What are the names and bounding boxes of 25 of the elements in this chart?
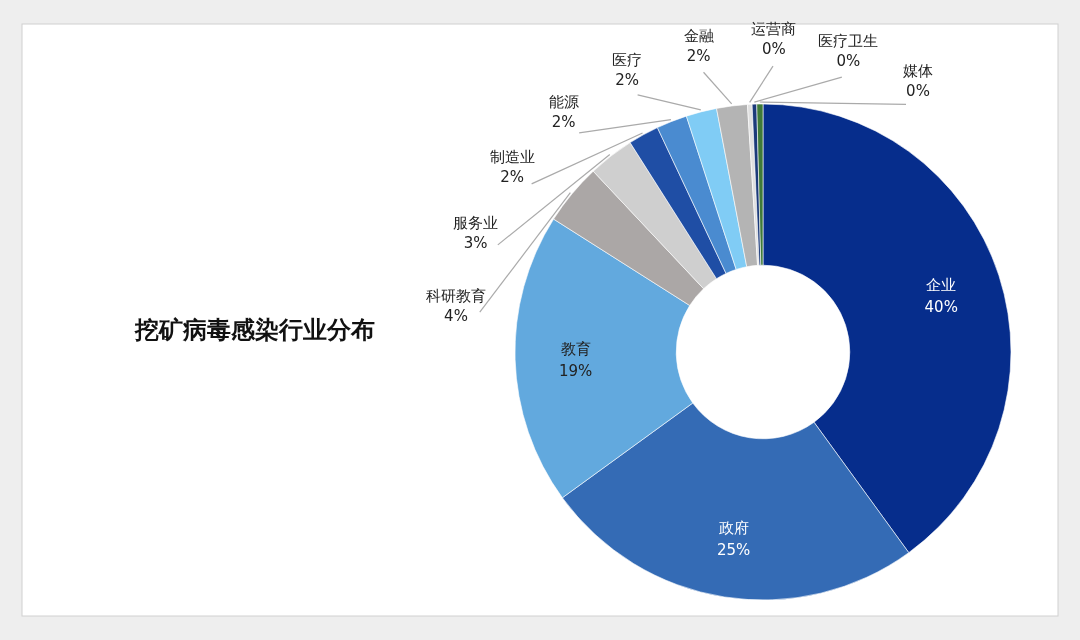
slice-label: 医疗 — [612, 51, 643, 70]
slice-label: 政府 — [718, 519, 749, 538]
slice-label: 媒体 — [903, 61, 933, 80]
data-label: 3% — [463, 233, 488, 252]
slice-label: 服务业 — [453, 213, 499, 232]
slice-label: 企业 — [926, 276, 957, 295]
slice-label: 科研教育 — [426, 286, 487, 305]
data-label: 0% — [906, 81, 930, 100]
data-label: 2% — [615, 71, 639, 90]
data-label: 2% — [500, 167, 525, 186]
slice-label: 制造业 — [489, 147, 535, 166]
data-label: 25% — [717, 541, 751, 560]
slice-label: 运营商 — [751, 20, 797, 39]
slice-label: 金融 — [683, 26, 714, 45]
title: 挖矿病毒感染行业分布 — [135, 316, 375, 344]
data-label: 0% — [761, 40, 786, 59]
data-label: 40% — [924, 298, 958, 317]
slice-label: 教育 — [560, 339, 591, 358]
data-label: 2% — [686, 46, 711, 65]
data-label: 2% — [551, 112, 576, 131]
data-label: 19% — [559, 361, 593, 380]
data-label: 4% — [444, 306, 468, 325]
data-label: 0% — [836, 52, 861, 71]
slice-label: 能源 — [548, 92, 579, 111]
slice-label: 医疗卫生 — [818, 32, 879, 51]
